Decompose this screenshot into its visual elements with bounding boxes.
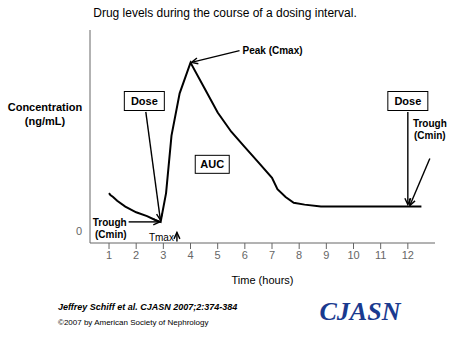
html-text:(ng/mL): (ng/mL) xyxy=(24,115,66,127)
svg-text:Trough(Cmin): Trough(Cmin) xyxy=(413,118,442,141)
svg-text:Dose: Dose xyxy=(394,95,421,107)
svg-text:Time (hours): Time (hours) xyxy=(232,274,294,286)
html-text:Concentration: Concentration xyxy=(7,101,83,113)
html-text:Jeffrey Schiff et al. CJASN 20: Jeffrey Schiff et al. CJASN 2007;2:374-3… xyxy=(58,302,238,312)
svg-text:Dose: Dose xyxy=(131,95,158,107)
svg-text:9: 9 xyxy=(323,249,329,261)
svg-text:2: 2 xyxy=(133,249,139,261)
svg-text:10: 10 xyxy=(347,249,359,261)
svg-text:7: 7 xyxy=(269,249,275,261)
svg-text:AUC: AUC xyxy=(200,158,224,170)
html-text:Drug levels during the course: Drug levels during the course of a dosin… xyxy=(93,6,357,20)
html-text:©2007 by American Society of N: ©2007 by American Society of Nephrology xyxy=(58,318,209,327)
svg-text:Peak (Cmax): Peak (Cmax) xyxy=(243,45,303,56)
svg-text:4: 4 xyxy=(187,249,193,261)
html-text:CJASN: CJASN xyxy=(319,297,401,326)
svg-text:8: 8 xyxy=(296,249,302,261)
svg-text:1: 1 xyxy=(106,249,112,261)
svg-text:0: 0 xyxy=(76,225,82,237)
svg-text:12: 12 xyxy=(402,249,414,261)
svg-text:3: 3 xyxy=(160,249,166,261)
svg-text:5: 5 xyxy=(215,249,221,261)
svg-text:11: 11 xyxy=(375,249,386,261)
svg-text:Trough(Cmin): Trough(Cmin) xyxy=(93,217,127,240)
svg-text:Tmax: Tmax xyxy=(149,232,174,243)
svg-text:6: 6 xyxy=(242,249,248,261)
